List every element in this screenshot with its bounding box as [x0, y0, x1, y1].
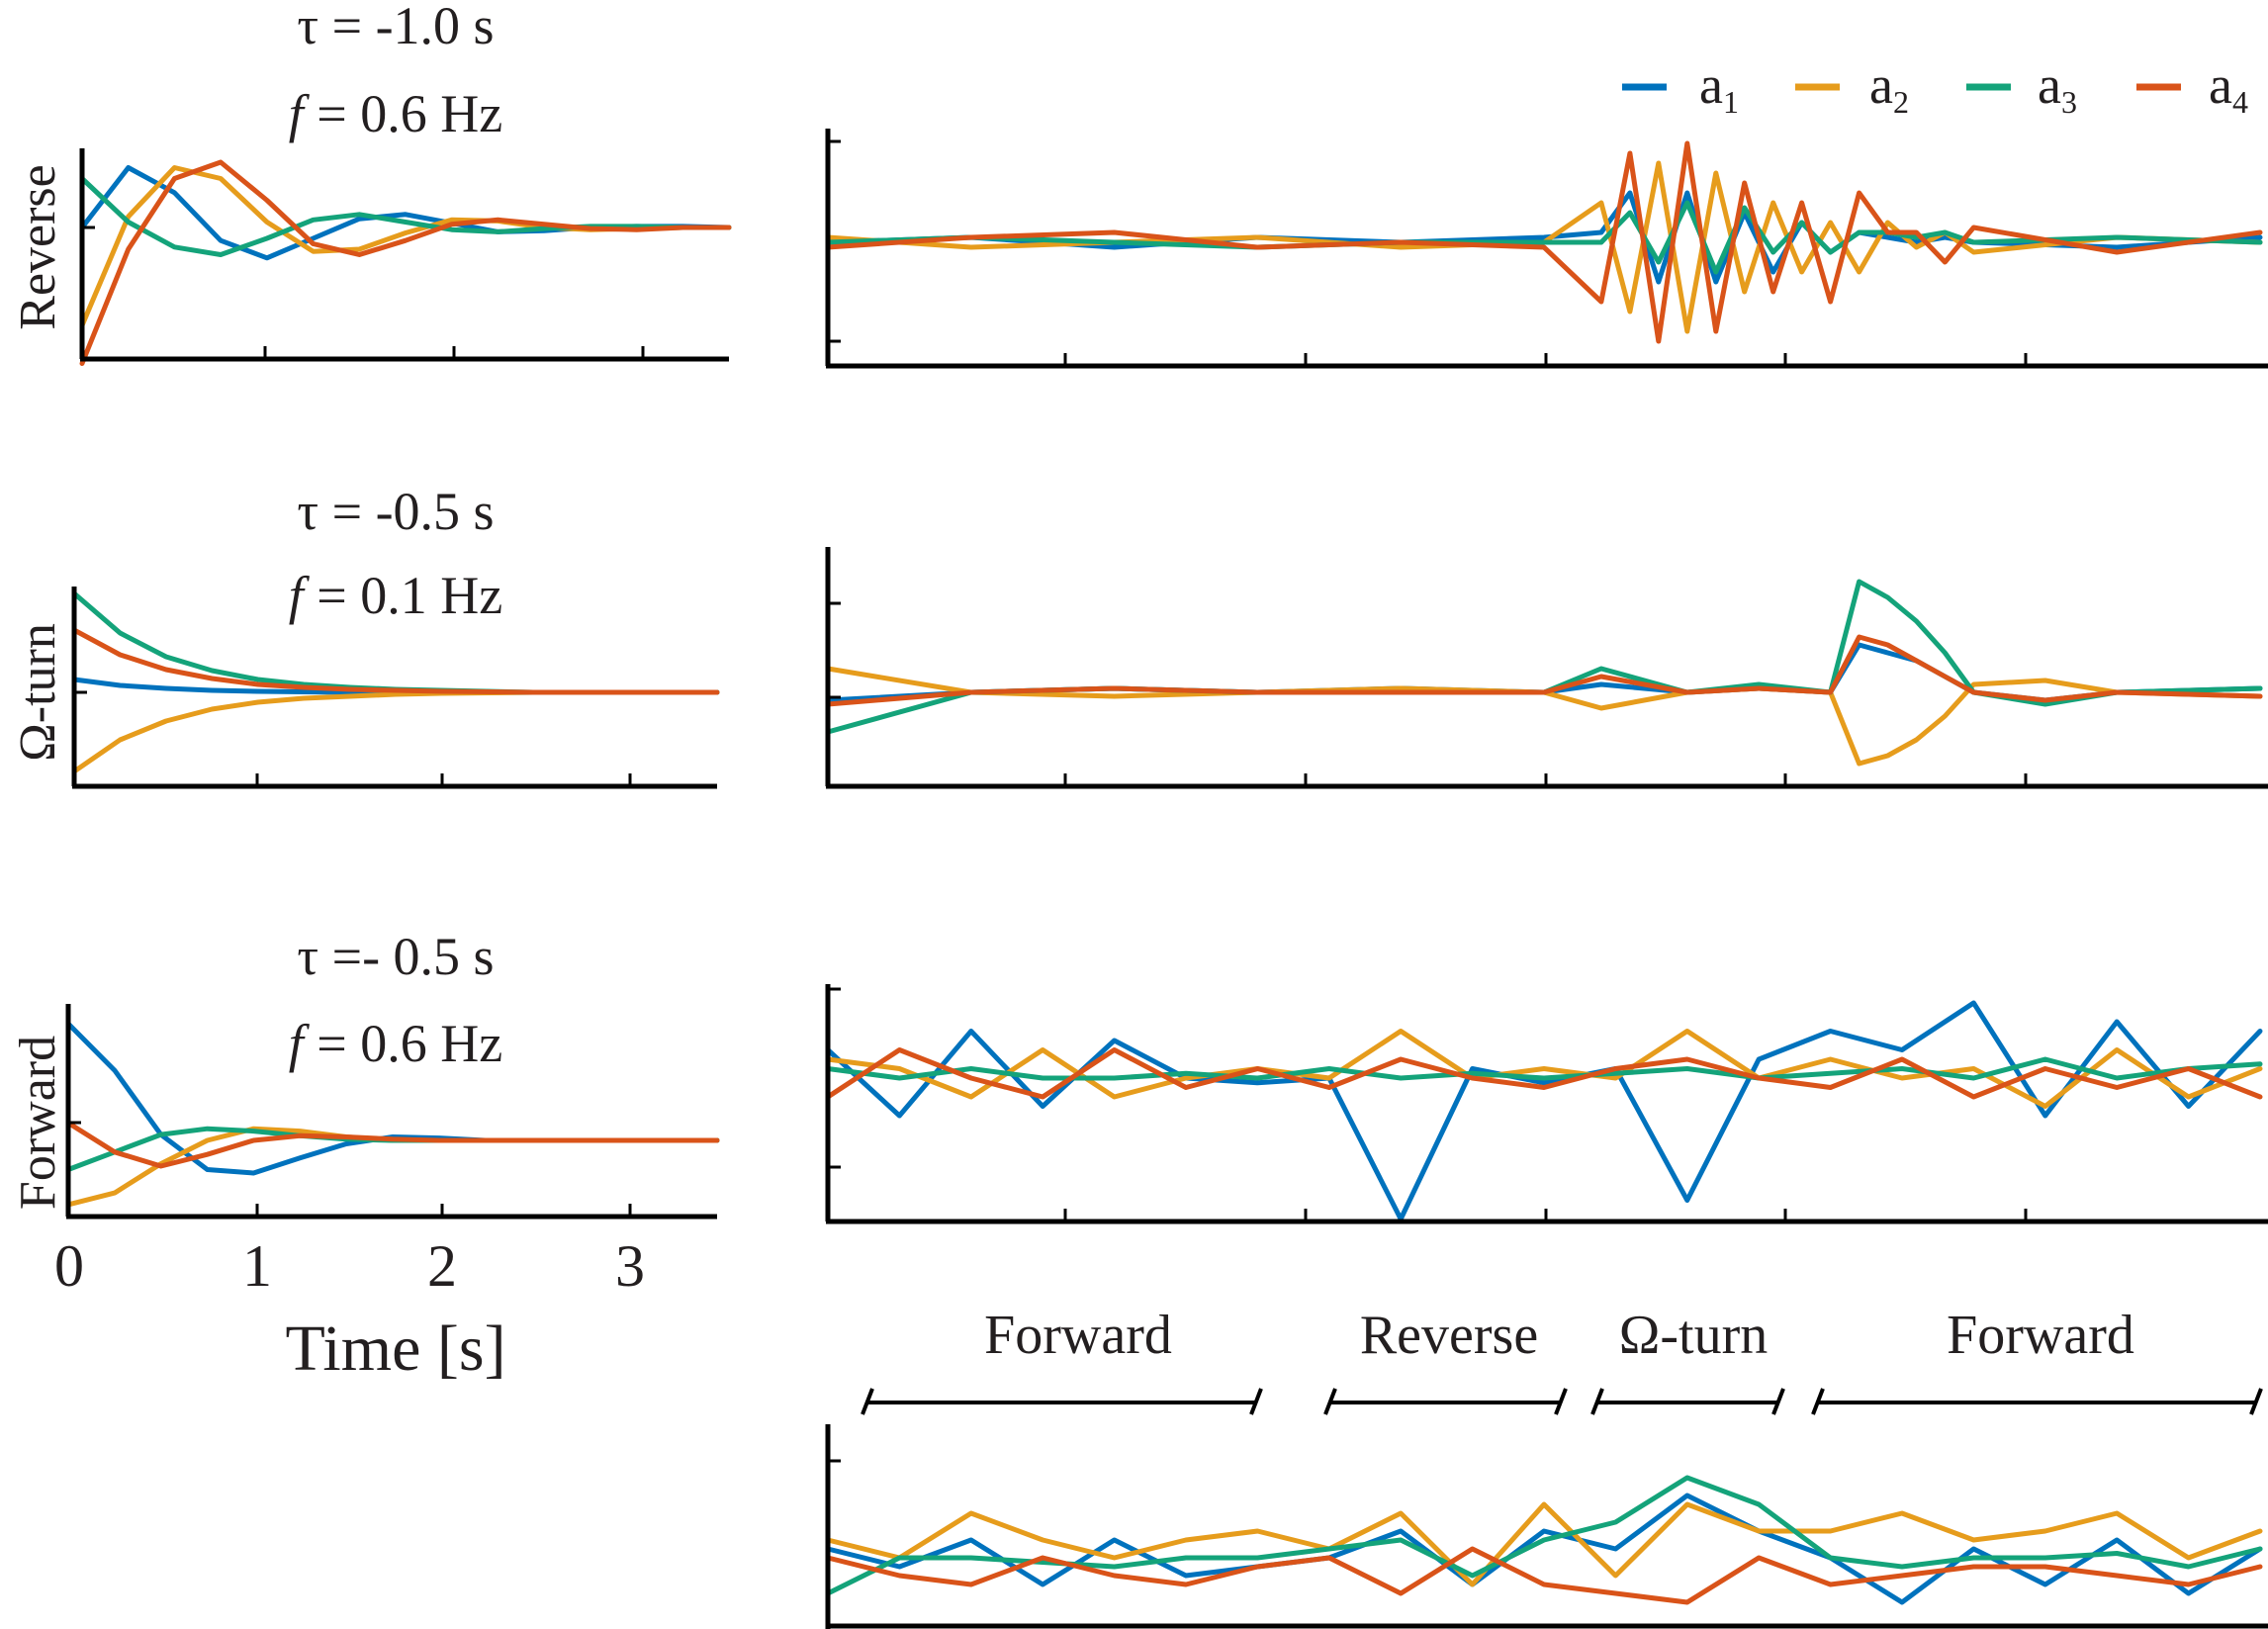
series-line-a4: [825, 634, 2263, 707]
x-axis-label: Time [s]: [285, 1312, 505, 1385]
series-line-a3: [825, 1056, 2263, 1081]
series-line-a2: [825, 1501, 2263, 1587]
series-line-a4: [825, 140, 2263, 344]
right-panel-reverse-lines: [825, 140, 2263, 344]
left-panel-omega-title-line1: τ = -0.5 s: [297, 482, 494, 541]
right-panel-reverse: [825, 129, 2268, 369]
left-panel-reverse-title-line2: f = 0.6 Hz: [289, 84, 502, 143]
right-panel-omega-lines: [825, 579, 2263, 767]
legend-entry-a1: a1: [1622, 55, 1739, 120]
series-line-a2: [825, 1029, 2263, 1109]
series-line-a4: [71, 627, 720, 695]
segment-bracket-forward-1: [861, 1388, 1263, 1415]
legend-entry-a3: a3: [1966, 55, 2077, 120]
left-panel-reverse: τ = -1.0 s f = 0.6 Hz Reverse: [10, 0, 732, 366]
series-line-a2: [71, 689, 720, 774]
series-line-a1: [825, 1493, 2263, 1605]
legend-entry-a2: a2: [1795, 55, 1909, 120]
left-panel-omega-turn: τ = -0.5 s f = 0.1 Hz Ω-turn: [10, 482, 720, 789]
series-line-a4: [825, 1047, 2263, 1100]
x-tick-label-0: 0: [54, 1233, 84, 1299]
right-panel-bottom-lines: [825, 1475, 2263, 1605]
series-line-a1: [825, 1000, 2263, 1222]
right-panel-reverse-ticks: [828, 139, 2028, 366]
left-panel-reverse-title-line1: τ = -1.0 s: [297, 0, 494, 55]
series-line-a4: [65, 1120, 720, 1169]
left-panel-forward: τ =- 0.5 s f = 0.6 Hz Forward 0 1 2 3 Ti…: [10, 927, 720, 1385]
segment-label-forward-1: Forward: [984, 1305, 1172, 1366]
segment-bracket-omega-turn: [1590, 1388, 1785, 1415]
left-panel-omega-ylabel: Ω-turn: [10, 623, 66, 762]
legend-entry-a4: a4: [2136, 55, 2248, 120]
segment-label-reverse: Reverse: [1360, 1305, 1538, 1366]
left-panel-reverse-lines: [79, 159, 732, 366]
right-panel-omega-ticks: [828, 601, 2028, 786]
series-line-a3: [825, 1475, 2263, 1596]
behaviour-segments: Forward Reverse Ω-turn Forward: [861, 1305, 2263, 1415]
x-tick-label-3: 3: [615, 1233, 645, 1299]
segment-bracket-forward-2: [1811, 1388, 2263, 1415]
x-tick-label-2: 2: [427, 1233, 457, 1299]
right-panel-forward-ticks: [828, 987, 2028, 1222]
left-panel-forward-title-line1: τ =- 0.5 s: [297, 927, 494, 986]
segment-label-forward-2: Forward: [1947, 1305, 2134, 1366]
left-panel-forward-x-ticks: [255, 1204, 632, 1217]
left-panel-forward-title-line2: f = 0.6 Hz: [289, 1014, 502, 1073]
series-line-a4: [825, 1546, 2263, 1605]
segment-bracket-reverse: [1323, 1388, 1568, 1415]
right-panel-forward: [825, 984, 2268, 1224]
left-panel-forward-lines: [65, 1021, 720, 1208]
segment-label-omega-turn: Ω-turn: [1619, 1305, 1768, 1366]
left-panel-omega-lines: [71, 590, 720, 774]
left-panel-reverse-x-ticks: [263, 346, 645, 359]
right-panel-forward-lines: [825, 1000, 2263, 1222]
left-panel-reverse-ylabel: Reverse: [10, 164, 66, 329]
svg-text:a4: a4: [2209, 55, 2248, 120]
svg-text:a2: a2: [1869, 55, 1909, 120]
svg-text:a3: a3: [2038, 55, 2077, 120]
series-line-a1: [79, 165, 732, 261]
legend: a1 a2 a3 a4: [1622, 55, 2248, 120]
series-line-a2: [825, 666, 2263, 767]
svg-text:a1: a1: [1699, 55, 1739, 120]
left-panel-omega-title-line2: f = 0.1 Hz: [289, 566, 502, 625]
left-panel-forward-ylabel: Forward: [10, 1036, 66, 1210]
left-panel-omega-x-ticks: [255, 773, 632, 786]
series-line-a3: [825, 579, 2263, 735]
series-line-a3: [79, 176, 732, 257]
x-tick-label-1: 1: [242, 1233, 272, 1299]
right-panel-omega-turn: [825, 547, 2268, 789]
series-line-a4: [79, 159, 732, 366]
right-panel-bottom: [825, 1424, 2268, 1629]
